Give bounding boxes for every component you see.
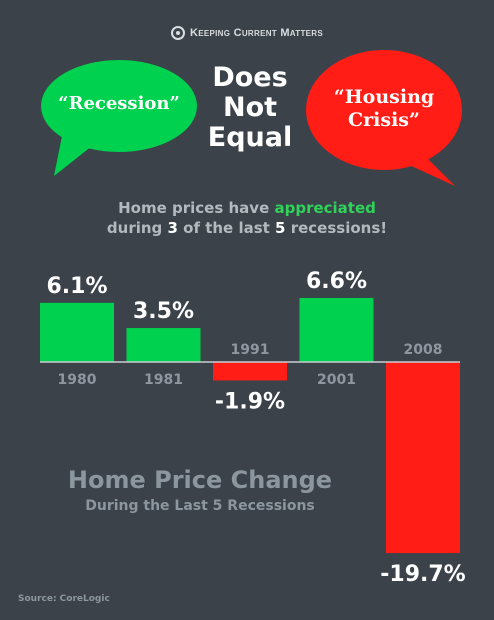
subtitle-part-3: of the last [177,219,276,237]
year-label-2001: 2001 [317,372,356,388]
source-note: Source: CoreLogic [18,594,110,604]
subtitle-part-4: recessions! [285,219,388,237]
kcm-logo-icon [170,26,185,40]
value-label-1991: -1.9% [215,389,285,414]
brand-name: Keeping Current Matters [189,27,324,39]
subtitle-line-2: during 3 of the last 5 recessions! [0,218,494,238]
value-label-2008: -19.7% [380,562,465,587]
dne-line-2: Not [222,92,278,123]
housing-crisis-bubble: “Housing Crisis” [305,48,463,188]
speech-bubble-green-icon [41,60,197,176]
subtitle-num-5: 5 [275,219,286,237]
housing-crisis-label: “Housing Crisis” [305,86,463,132]
dne-line-1: Does [212,62,288,93]
subtitle-part-2: during [106,219,168,237]
bar-1980 [40,302,114,362]
subtitle-part-1: Home prices have [118,199,275,217]
year-label-1991: 1991 [231,342,270,358]
brand-header: Keeping Current Matters [0,24,494,42]
speech-bubble-red-icon [306,50,462,186]
value-label-1981: 3.5% [133,299,194,324]
housing-crisis-line-1: “Housing [333,86,435,108]
bar-2001 [299,297,374,362]
subtitle: Home prices have appreciated during 3 of… [0,198,494,238]
year-label-1980: 1980 [58,372,97,388]
recession-bubble: “Recession” [40,58,198,178]
year-label-1981: 1981 [144,372,183,388]
does-not-equal-text: Does Not Equal [200,63,300,153]
chart-subtitle: During the Last 5 Recessions [85,498,315,514]
dne-line-3: Equal [207,122,293,153]
chart-title: Home Price Change [67,466,333,494]
subtitle-highlight: appreciated [274,199,376,217]
housing-crisis-line-2: Crisis” [348,109,420,131]
bar-1981 [126,328,201,362]
bar-1991 [213,362,287,381]
value-label-1980: 6.1% [46,274,107,299]
bar-2008 [386,362,460,554]
recession-label: “Recession” [58,93,180,114]
value-label-2001: 6.6% [306,269,367,294]
subtitle-num-3: 3 [167,219,178,237]
subtitle-line-1: Home prices have appreciated [0,198,494,218]
year-label-2008: 2008 [404,342,443,358]
